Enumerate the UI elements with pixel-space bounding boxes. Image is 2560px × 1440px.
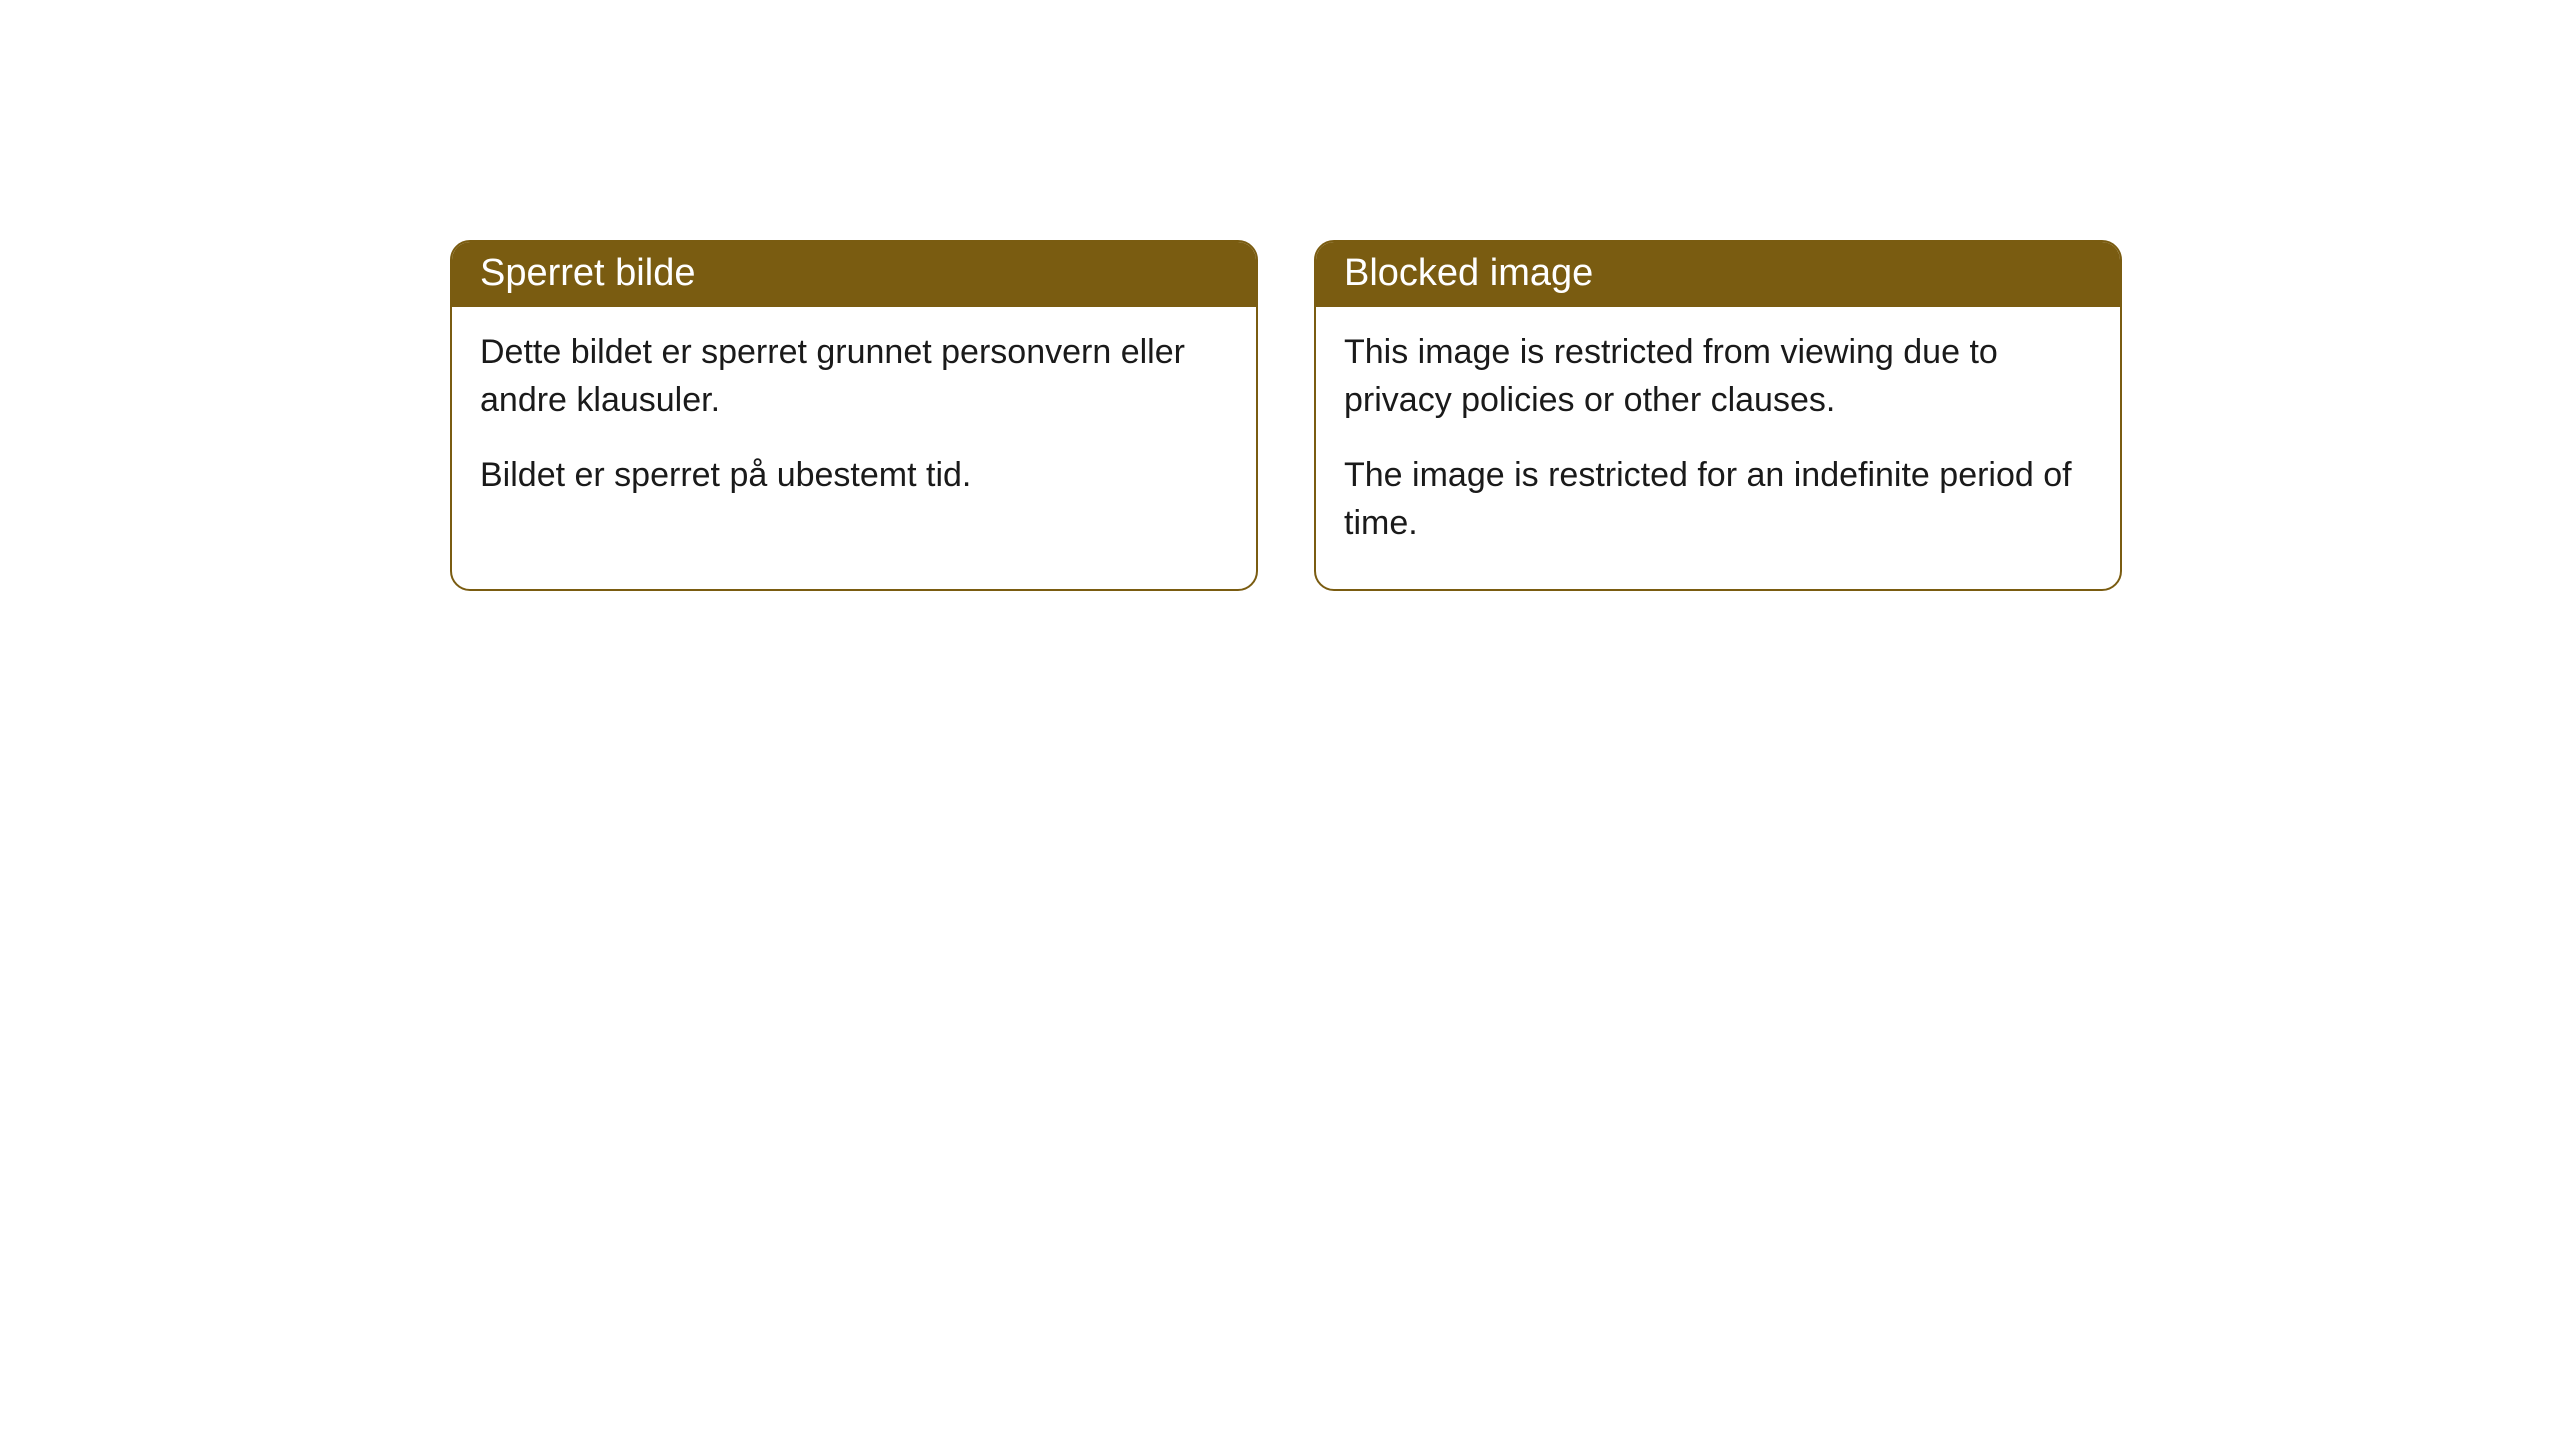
card-paragraph: This image is restricted from viewing du… (1344, 329, 2092, 424)
blocked-image-card-english: Blocked image This image is restricted f… (1314, 240, 2122, 591)
notice-cards-container: Sperret bilde Dette bildet er sperret gr… (450, 240, 2122, 591)
blocked-image-card-norwegian: Sperret bilde Dette bildet er sperret gr… (450, 240, 1258, 591)
card-title: Blocked image (1316, 242, 2120, 307)
card-paragraph: Bildet er sperret på ubestemt tid. (480, 452, 1228, 500)
card-body: Dette bildet er sperret grunnet personve… (452, 307, 1256, 542)
card-title: Sperret bilde (452, 242, 1256, 307)
card-paragraph: Dette bildet er sperret grunnet personve… (480, 329, 1228, 424)
card-paragraph: The image is restricted for an indefinit… (1344, 452, 2092, 547)
card-body: This image is restricted from viewing du… (1316, 307, 2120, 589)
